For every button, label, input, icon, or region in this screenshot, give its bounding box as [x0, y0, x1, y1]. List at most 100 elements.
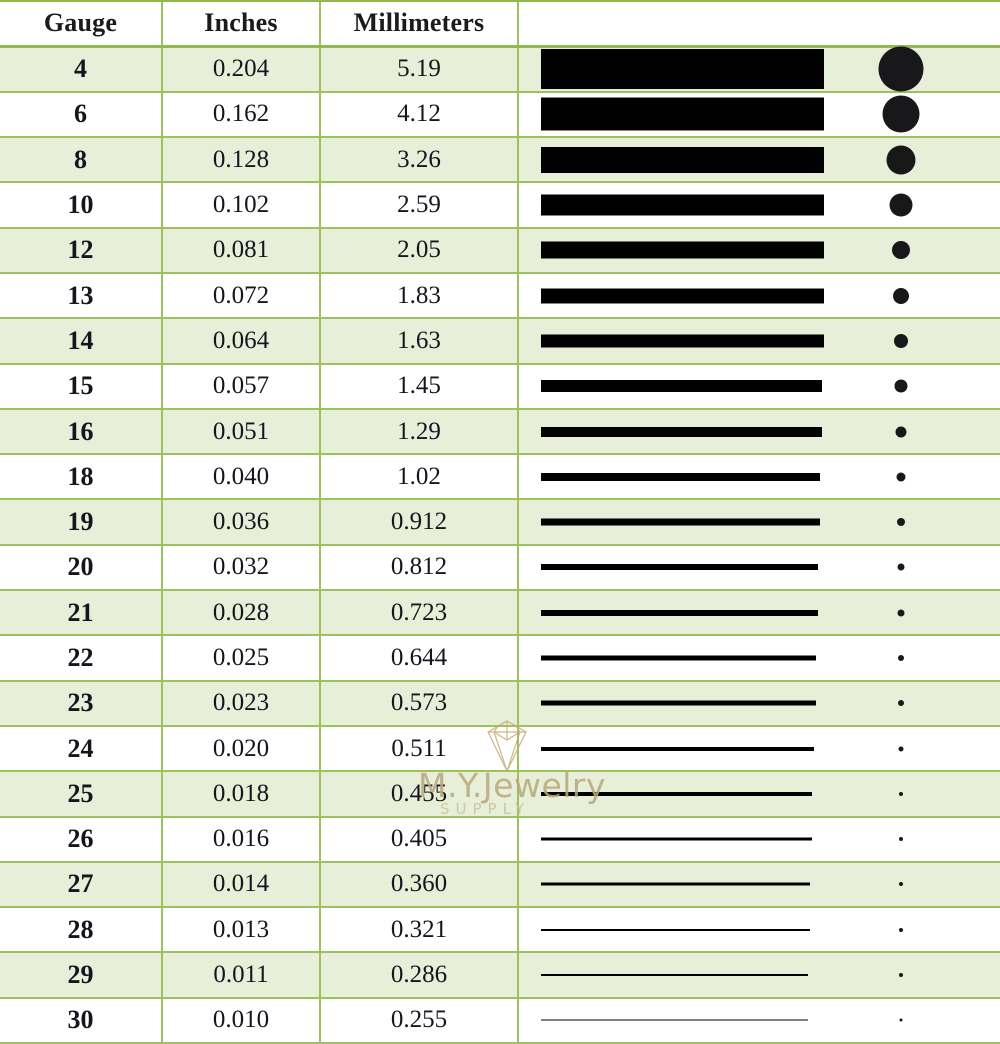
cell-visual [518, 182, 1000, 229]
wire-cross-section-dot [897, 563, 905, 571]
cell-gauge: 19 [0, 499, 163, 546]
cell-millimeters: 1.63 [320, 318, 519, 365]
cell-visual [518, 363, 1000, 410]
cell-gauge: 13 [0, 272, 163, 320]
cell-gauge: 29 [0, 952, 163, 999]
wire-visual [519, 274, 1000, 317]
wire-visual [519, 953, 1000, 996]
wire-visual [519, 636, 1000, 679]
wire-thickness-bar [541, 380, 822, 393]
table-header: Gauge Inches Millimeters [0, 2, 1000, 48]
wire-thickness-bar [541, 334, 824, 348]
wire-visual [519, 455, 1000, 498]
cell-millimeters: 0.321 [320, 907, 519, 954]
wire-cross-section-dot [886, 145, 916, 175]
table-row: 30 0.010 0.255 [0, 997, 1000, 1044]
table-row: 12 0.081 2.05 [0, 227, 1000, 274]
wire-cross-section-dot [899, 1018, 903, 1022]
wire-cross-section-dot [894, 379, 908, 393]
cell-millimeters: 0.360 [320, 861, 519, 909]
wire-visual [519, 727, 1000, 770]
wire-visual [519, 410, 1000, 453]
wire-thickness-bar [541, 518, 820, 526]
cell-visual [518, 46, 1000, 93]
cell-visual [518, 816, 1000, 863]
cell-gauge: 14 [0, 318, 163, 365]
cell-millimeters: 5.19 [320, 46, 519, 93]
wire-cross-section-dot [898, 700, 904, 707]
cell-inches: 0.162 [162, 91, 321, 139]
table-row: 15 0.057 1.45 [0, 363, 1000, 410]
cell-gauge: 4 [0, 46, 163, 93]
table-row: 19 0.036 0.912 [0, 499, 1000, 546]
cell-gauge: 8 [0, 137, 163, 184]
cell-gauge: 15 [0, 363, 163, 410]
wire-thickness-bar [541, 288, 824, 304]
table-row: 23 0.023 0.573 [0, 680, 1000, 727]
cell-millimeters: 1.45 [320, 363, 519, 410]
cell-inches: 0.064 [162, 318, 321, 365]
cell-millimeters: 2.59 [320, 182, 519, 229]
wire-cross-section-dot [899, 837, 903, 842]
wire-visual [519, 365, 1000, 408]
cell-inches: 0.051 [162, 408, 321, 456]
wire-visual [519, 183, 1000, 226]
table-row: 24 0.020 0.511 [0, 725, 1000, 773]
cell-visual [518, 952, 1000, 999]
cell-inches: 0.128 [162, 137, 321, 184]
wire-thickness-bar [541, 837, 812, 841]
cell-millimeters: 0.573 [320, 680, 519, 727]
wire-cross-section-dot [899, 882, 903, 887]
cell-visual [518, 318, 1000, 365]
cell-gauge: 16 [0, 408, 163, 456]
column-header-visual [518, 2, 1000, 48]
wire-cross-section-dot [897, 609, 905, 617]
cell-millimeters: 0.812 [320, 544, 519, 592]
column-header-millimeters: Millimeters [320, 2, 519, 48]
cell-gauge: 28 [0, 907, 163, 954]
cell-gauge: 12 [0, 227, 163, 274]
wire-thickness-bar [541, 241, 824, 259]
cell-millimeters: 0.455 [320, 771, 519, 818]
wire-cross-section-dot [889, 193, 913, 217]
wire-visual [519, 682, 1000, 725]
wire-thickness-bar [541, 426, 822, 437]
cell-gauge: 20 [0, 544, 163, 592]
cell-inches: 0.057 [162, 363, 321, 410]
cell-millimeters: 1.29 [320, 408, 519, 456]
wire-cross-section-dot [898, 655, 904, 661]
wire-thickness-bar [541, 700, 816, 706]
table-row: 18 0.040 1.02 [0, 454, 1000, 501]
table-row: 16 0.051 1.29 [0, 408, 1000, 456]
cell-millimeters: 0.912 [320, 499, 519, 546]
cell-gauge: 27 [0, 861, 163, 909]
cell-inches: 0.011 [162, 952, 321, 999]
wire-visual [519, 93, 1000, 136]
cell-visual [518, 725, 1000, 773]
wire-visual [519, 591, 1000, 634]
cell-gauge: 22 [0, 635, 163, 682]
wire-visual [519, 46, 1000, 92]
cell-gauge: 30 [0, 997, 163, 1044]
cell-gauge: 26 [0, 816, 163, 863]
wire-cross-section-dot [899, 791, 903, 796]
wire-thickness-bar [541, 791, 812, 796]
wire-visual [519, 229, 1000, 272]
table-row: 13 0.072 1.83 [0, 272, 1000, 320]
wire-visual [519, 772, 1000, 815]
header-row: Gauge Inches Millimeters [0, 2, 1000, 48]
wire-thickness-bar [541, 609, 818, 616]
wire-visual [519, 319, 1000, 362]
table-body: 4 0.204 5.19 6 0.162 4.12 8 0.128 3.26 10 0.102 2.5… [0, 46, 1000, 1044]
wire-cross-section-dot [899, 973, 903, 978]
cell-millimeters: 3.26 [320, 137, 519, 184]
cell-inches: 0.204 [162, 46, 321, 93]
wire-thickness-bar [541, 928, 810, 931]
cell-millimeters: 0.511 [320, 725, 519, 773]
cell-inches: 0.081 [162, 227, 321, 274]
wire-cross-section-dot [897, 518, 905, 527]
cell-gauge: 23 [0, 680, 163, 727]
cell-visual [518, 861, 1000, 909]
cell-millimeters: 4.12 [320, 91, 519, 139]
table-row: 4 0.204 5.19 [0, 46, 1000, 93]
